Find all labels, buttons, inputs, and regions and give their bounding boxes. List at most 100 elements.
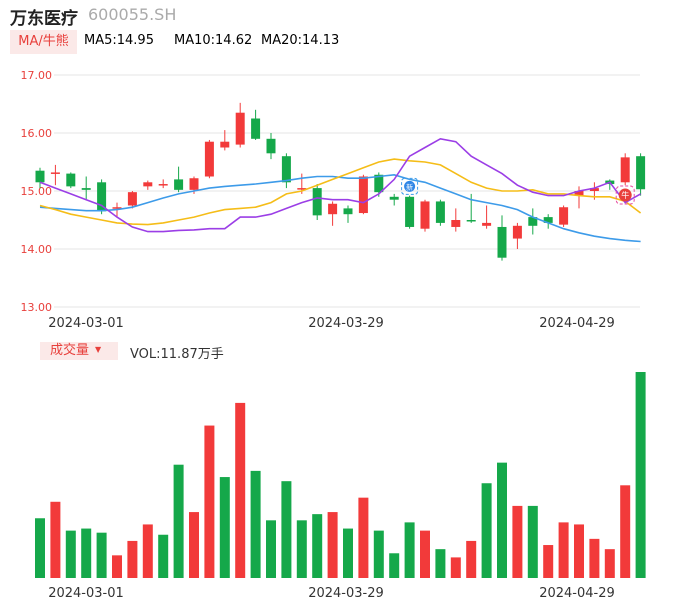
candle-body bbox=[251, 118, 261, 139]
y-tick-label: 17.00 bbox=[21, 69, 53, 82]
volume-bar bbox=[127, 540, 138, 578]
new-marker-frame bbox=[401, 177, 419, 195]
volume-bar bbox=[281, 481, 292, 578]
candle bbox=[528, 208, 538, 235]
bull-marker bbox=[618, 188, 632, 202]
candle bbox=[312, 184, 322, 220]
candle bbox=[605, 179, 615, 190]
candle-body bbox=[189, 178, 199, 190]
candle bbox=[143, 180, 153, 190]
volume-indicator-select[interactable]: 成交量 ▼ bbox=[40, 342, 118, 360]
volume-bar bbox=[512, 505, 523, 578]
volume-bar bbox=[358, 497, 369, 578]
candle-body bbox=[435, 201, 445, 223]
candle bbox=[50, 164, 60, 186]
volume-bar bbox=[81, 528, 92, 578]
volume-bar bbox=[481, 483, 492, 578]
candle bbox=[235, 102, 245, 148]
volume-bar bbox=[296, 520, 307, 578]
volume-bar bbox=[65, 530, 76, 578]
volume-bar bbox=[173, 464, 184, 578]
candle-body bbox=[451, 220, 461, 227]
ma5-line bbox=[39, 137, 641, 233]
candle bbox=[81, 176, 91, 200]
candle bbox=[574, 186, 584, 209]
volume-bar bbox=[389, 553, 400, 578]
candle bbox=[497, 215, 507, 261]
volume-bar bbox=[204, 425, 215, 578]
candle-body bbox=[589, 188, 599, 191]
new-marker-label: 新 bbox=[406, 182, 413, 191]
volume-bar bbox=[158, 534, 169, 578]
x-tick-label: 2024-04-29 bbox=[539, 316, 615, 331]
candle-body bbox=[50, 172, 60, 174]
new-marker bbox=[404, 180, 416, 192]
ma20-readout: MA20:14.13 bbox=[261, 33, 340, 48]
candle bbox=[420, 199, 430, 232]
candle-body bbox=[127, 192, 137, 206]
x-tick-label: 2024-03-29 bbox=[308, 586, 384, 601]
candle bbox=[451, 208, 461, 232]
volume-readout: VOL:11.87万手 bbox=[130, 347, 224, 362]
candle-body bbox=[512, 225, 522, 239]
volume-bar bbox=[558, 522, 569, 578]
stock-code: 600055.SH bbox=[88, 5, 177, 24]
candle-body bbox=[559, 207, 569, 225]
candle bbox=[35, 167, 45, 189]
candle-body bbox=[574, 191, 584, 196]
x-tick-label: 2024-03-01 bbox=[48, 316, 124, 331]
candle bbox=[466, 193, 476, 223]
candle-body bbox=[35, 170, 45, 183]
bull-marker-label: 牛 bbox=[621, 190, 629, 200]
candle-body bbox=[343, 208, 353, 215]
candle bbox=[620, 153, 630, 186]
candle-body bbox=[204, 141, 214, 177]
volume-bar bbox=[373, 530, 384, 578]
candle bbox=[543, 214, 553, 229]
volume-bar bbox=[620, 485, 631, 578]
volume-select-label: 成交量 bbox=[50, 343, 90, 358]
candle-body bbox=[636, 156, 646, 190]
candle bbox=[405, 195, 415, 229]
volume-bar bbox=[189, 512, 199, 578]
ma-indicator-select[interactable]: MA/牛熊 bbox=[10, 30, 77, 54]
volume-bar bbox=[219, 477, 230, 578]
candle-body bbox=[405, 196, 415, 227]
volume-bar bbox=[435, 549, 446, 578]
ma5-readout: MA5:14.95 bbox=[84, 33, 154, 48]
volume-bar bbox=[235, 402, 246, 578]
volume-bar bbox=[527, 505, 538, 578]
stock-name: 万东医疗 bbox=[10, 9, 78, 29]
candle-body bbox=[543, 217, 553, 223]
candle-body bbox=[112, 207, 122, 209]
candle bbox=[281, 153, 291, 189]
volume-bar bbox=[466, 540, 477, 578]
candle bbox=[97, 179, 107, 215]
candle-body bbox=[143, 182, 153, 187]
volume-bar bbox=[589, 538, 600, 578]
candle-body bbox=[220, 141, 230, 148]
candle-body bbox=[81, 188, 91, 190]
candle-body bbox=[97, 182, 107, 212]
candle bbox=[636, 153, 646, 196]
y-tick-label: 14.00 bbox=[21, 243, 53, 256]
volume-bar bbox=[312, 514, 323, 578]
volume-bar bbox=[543, 545, 554, 578]
volume-bar bbox=[574, 524, 584, 578]
candle bbox=[389, 193, 399, 206]
candle bbox=[482, 205, 492, 229]
volume-bar bbox=[50, 501, 61, 578]
candle bbox=[358, 174, 368, 215]
candle bbox=[66, 172, 76, 189]
candle-body bbox=[266, 138, 276, 154]
volume-bar bbox=[327, 512, 338, 578]
volume-bar bbox=[497, 462, 507, 578]
candle-body bbox=[297, 188, 307, 190]
y-tick-label: 16.00 bbox=[21, 127, 53, 140]
volume-bar bbox=[635, 372, 646, 578]
volume-bar bbox=[343, 528, 353, 578]
candle-body bbox=[466, 220, 476, 222]
candle-body bbox=[482, 222, 492, 226]
volume-bar bbox=[266, 520, 276, 578]
